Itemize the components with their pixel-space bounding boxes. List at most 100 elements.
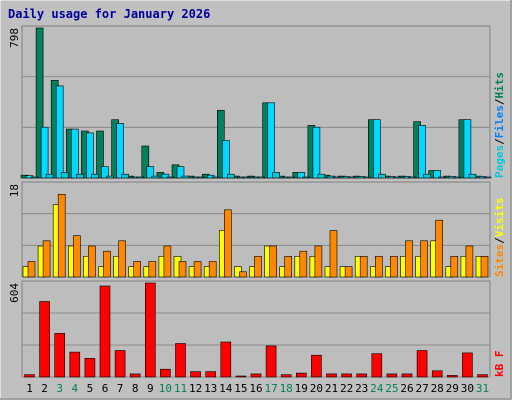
bar-sites-day-3 — [57, 194, 66, 278]
bar-files-day-14 — [222, 140, 230, 179]
day-label-5: 5 — [87, 382, 94, 395]
bar-pages-day-5 — [91, 173, 99, 179]
bar-kb-f-day-27 — [416, 350, 428, 378]
panel-3: 604 kB F — [8, 280, 506, 378]
bar-sites-day-28 — [435, 219, 444, 278]
day-label-6: 6 — [102, 382, 109, 395]
bar-files-day-20 — [312, 126, 321, 179]
bar-kb-f-day-9 — [145, 282, 156, 378]
legend-item: Sites — [493, 244, 506, 277]
bar-pages-day-30 — [468, 173, 477, 179]
legend-item: / — [493, 237, 506, 244]
bar-pages-day-14 — [227, 173, 235, 179]
bar-files-day-6 — [101, 166, 109, 179]
day-label-28: 28 — [431, 382, 444, 395]
bar-sites-day-18 — [284, 255, 293, 278]
bar-files-day-11 — [176, 166, 185, 179]
bar-kb-f-day-24 — [371, 353, 383, 378]
day-label-11: 11 — [174, 382, 187, 395]
day-label-16: 16 — [249, 382, 262, 395]
bar-sites-day-16 — [254, 255, 262, 278]
day-label-31: 31 — [476, 382, 489, 395]
bar-sites-day-11 — [178, 261, 187, 278]
bar-sites-day-20 — [314, 245, 323, 278]
bar-sites-day-25 — [390, 255, 398, 278]
day-label-13: 13 — [204, 382, 217, 395]
day-label-20: 20 — [310, 382, 323, 395]
bar-sites-day-27 — [420, 240, 428, 278]
bar-sites-day-17 — [269, 245, 277, 278]
bar-pages-day-22 — [347, 176, 356, 179]
bar-pages-day-23 — [362, 176, 371, 179]
legend-item: Files — [493, 105, 506, 138]
bar-pages-day-6 — [106, 175, 114, 179]
bar-pages-day-29 — [453, 176, 462, 179]
day-label-18: 18 — [280, 382, 293, 395]
y-max-label: 18 — [8, 184, 21, 197]
bar-sites-day-23 — [359, 255, 368, 278]
legend-label: Sites/Visits — [493, 198, 506, 278]
bar-sites-day-15 — [239, 271, 247, 278]
bar-pages-day-27 — [423, 173, 431, 179]
day-label-7: 7 — [117, 382, 124, 395]
bar-pages-day-9 — [151, 175, 160, 179]
bar-pages-day-19 — [302, 176, 311, 179]
bar-hits-day-2 — [35, 27, 44, 179]
bar-files-day-2 — [40, 126, 49, 179]
legend-item: Visits — [493, 198, 506, 238]
bar-pages-day-28 — [438, 176, 447, 179]
bar-sites-day-9 — [148, 261, 157, 278]
bar-sites-day-12 — [193, 261, 202, 278]
day-label-29: 29 — [446, 382, 459, 395]
day-label-12: 12 — [189, 382, 202, 395]
bar-sites-day-31 — [480, 255, 489, 278]
bar-sites-day-19 — [299, 250, 308, 278]
bar-kb-f-day-15 — [235, 375, 247, 378]
day-label-9: 9 — [147, 382, 154, 395]
day-label-26: 26 — [400, 382, 413, 395]
bar-files-day-10 — [161, 173, 170, 179]
legend-label: Pages/Files/Hits — [493, 72, 506, 178]
bar-kb-f-day-4 — [69, 351, 81, 378]
bar-kb-f-day-2 — [39, 301, 50, 378]
day-label-25: 25 — [385, 382, 398, 395]
bar-kb-f-day-7 — [114, 350, 126, 378]
bar-sites-day-5 — [88, 245, 96, 278]
bar-sites-day-29 — [450, 255, 459, 278]
bar-kb-f-day-17 — [265, 345, 277, 378]
day-label-23: 23 — [355, 382, 368, 395]
bar-kb-f-day-20 — [311, 354, 322, 378]
bar-kb-f-day-18 — [280, 374, 292, 378]
bar-kb-f-day-11 — [175, 343, 186, 378]
y-max-label: 604 — [8, 283, 21, 303]
bar-files-day-9 — [146, 166, 155, 179]
bar-pages-day-10 — [166, 176, 175, 179]
bar-files-day-3 — [55, 85, 64, 179]
day-label-24: 24 — [370, 382, 384, 395]
day-label-30: 30 — [461, 382, 474, 395]
bar-sites-day-26 — [405, 240, 413, 278]
bar-sites-day-8 — [133, 261, 141, 278]
day-label-10: 10 — [159, 382, 172, 395]
day-label-3: 3 — [56, 382, 63, 395]
bar-files-day-17 — [267, 102, 275, 179]
bar-kb-f-day-8 — [129, 373, 141, 378]
bar-kb-f-day-29 — [446, 375, 458, 378]
bar-files-day-24 — [372, 119, 381, 179]
bar-files-day-7 — [116, 123, 124, 179]
bar-pages-day-4 — [76, 173, 84, 179]
bar-kb-f-day-23 — [356, 373, 368, 378]
bar-sites-day-30 — [465, 245, 474, 278]
bar-pages-day-18 — [287, 176, 296, 179]
day-label-19: 19 — [295, 382, 308, 395]
day-label-8: 8 — [132, 382, 139, 395]
bar-pages-day-21 — [332, 176, 341, 179]
bar-kb-f-day-10 — [160, 368, 171, 378]
bar-kb-f-day-6 — [99, 285, 111, 378]
day-label-21: 21 — [325, 382, 338, 395]
bar-kb-f-day-30 — [462, 352, 473, 378]
bar-files-day-28 — [433, 170, 442, 179]
bar-sites-day-13 — [208, 261, 217, 278]
bar-kb-f-day-16 — [250, 373, 262, 378]
